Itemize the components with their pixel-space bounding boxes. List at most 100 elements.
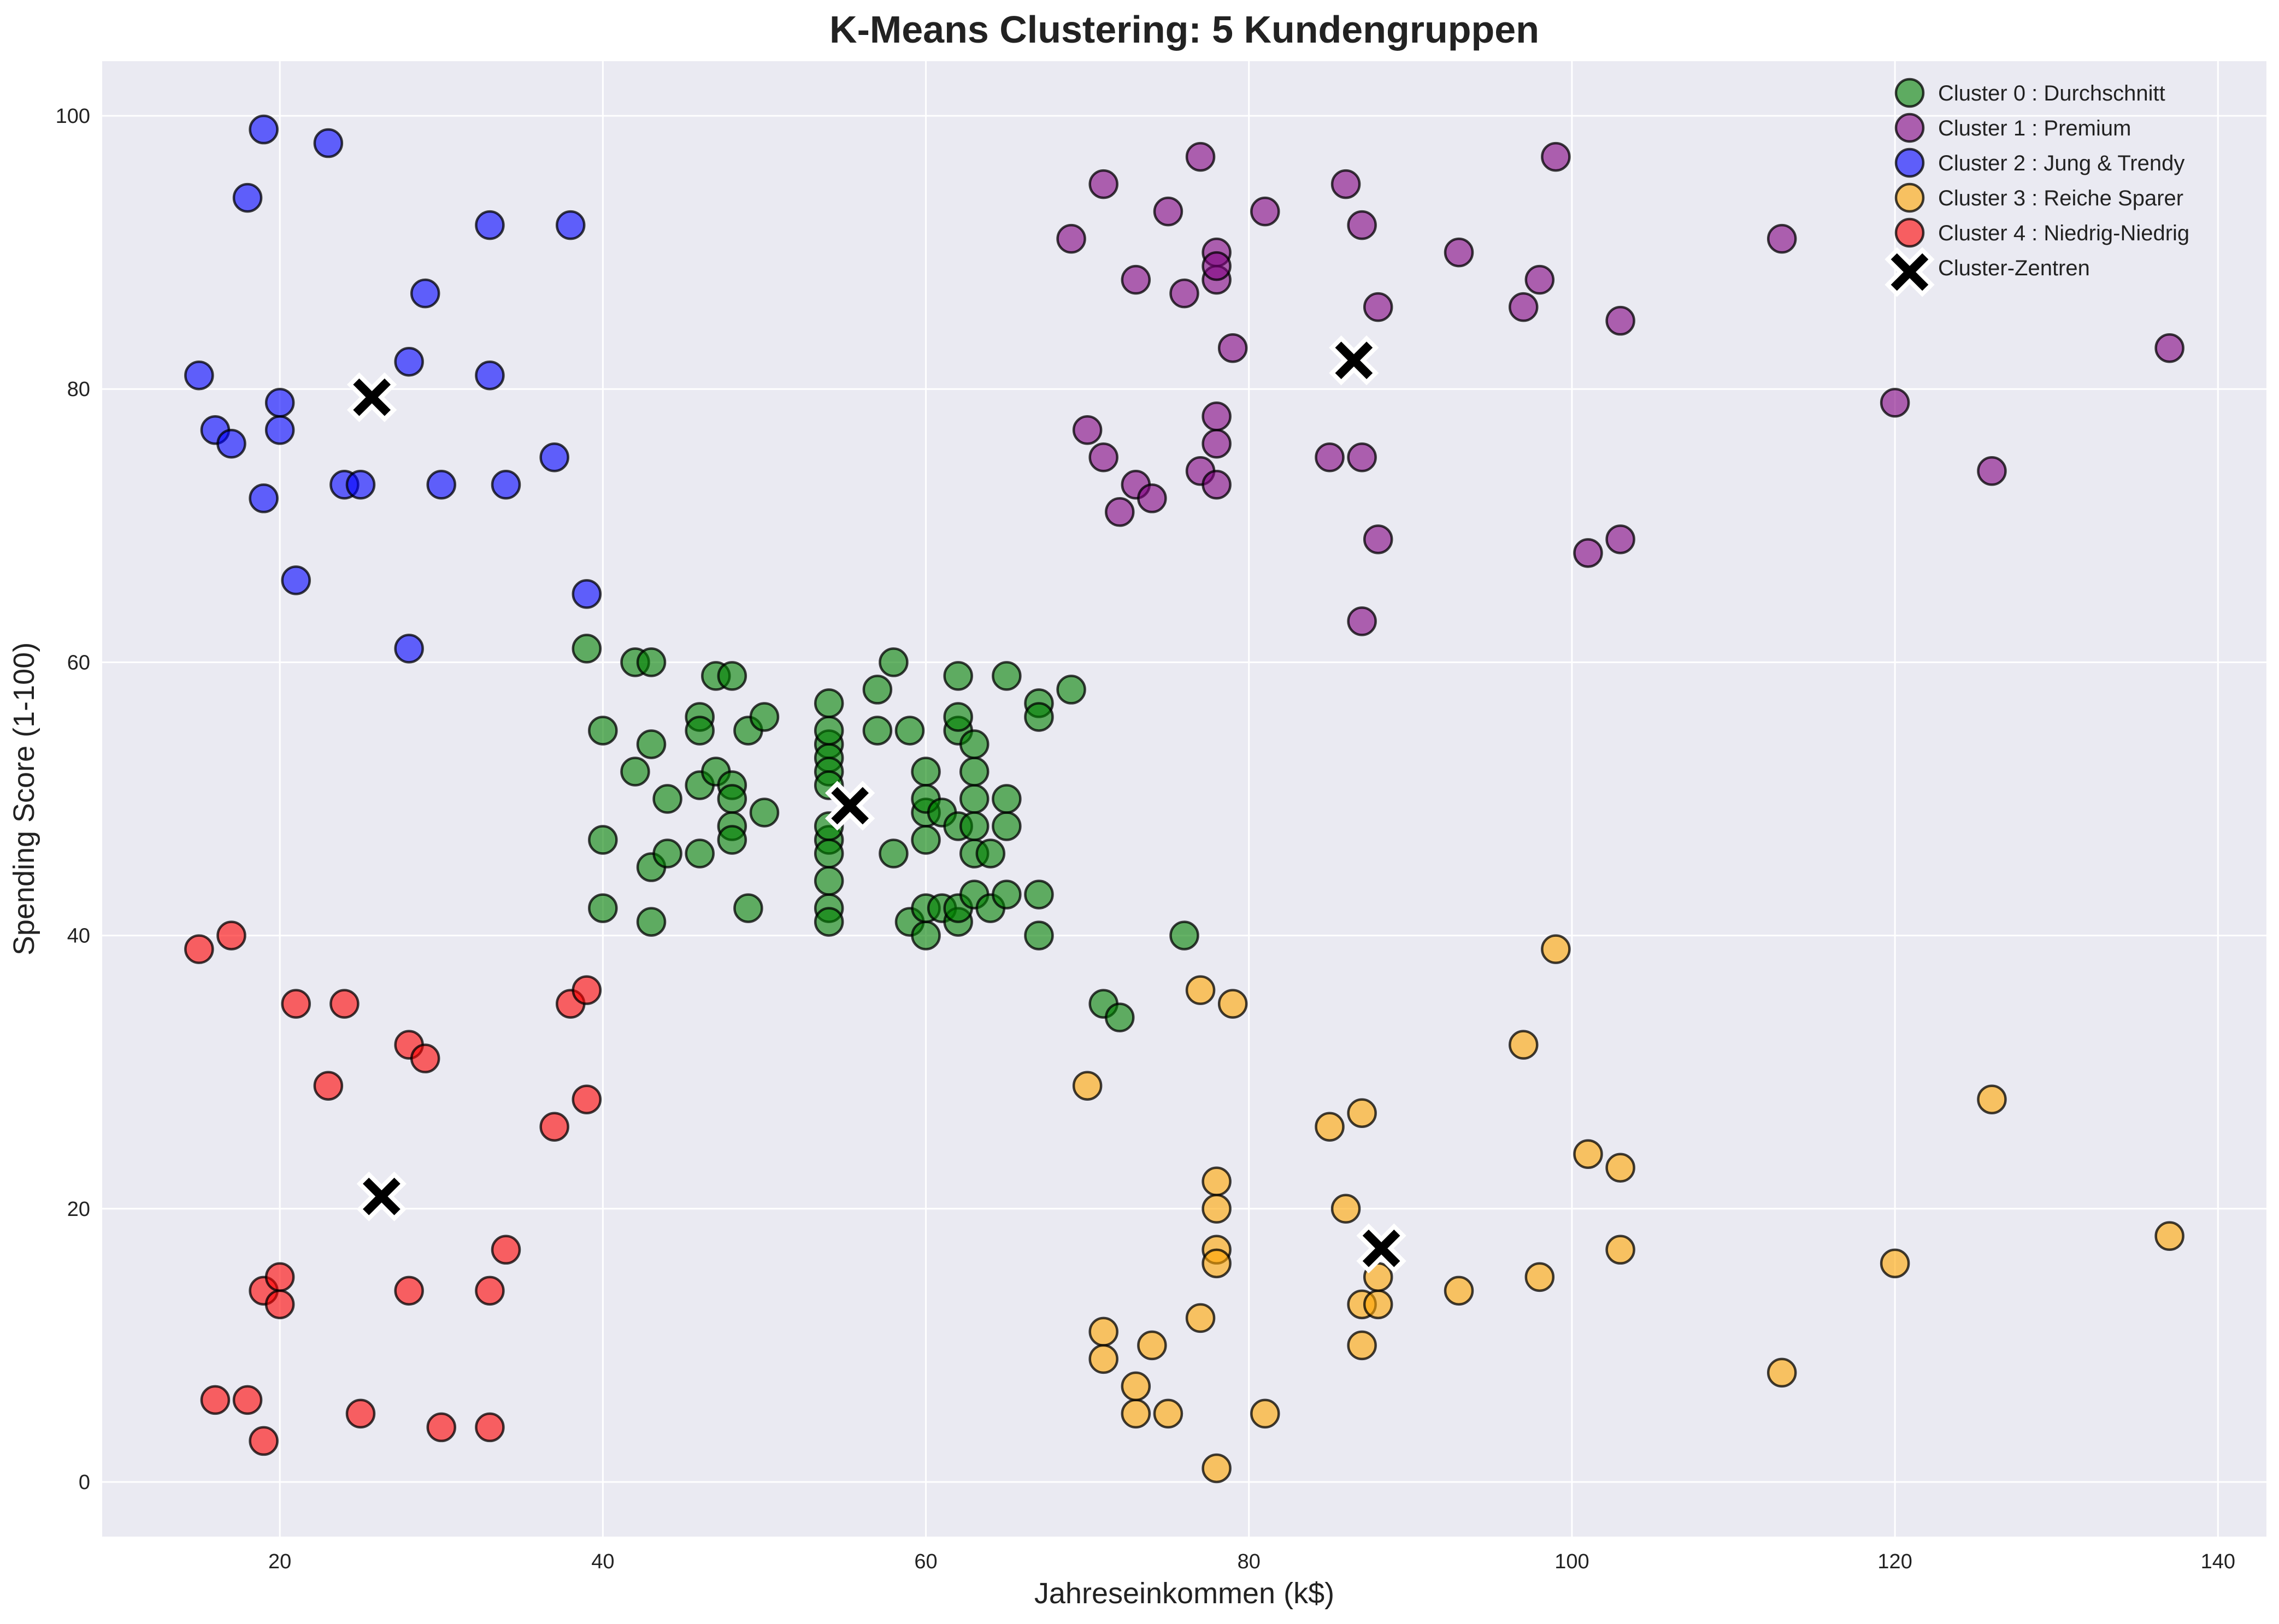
chart-title: K-Means Clustering: 5 Kundengruppen <box>829 8 1539 51</box>
cluster-4-point <box>572 1084 602 1114</box>
cluster-1-point <box>1347 606 1377 636</box>
cluster-1-point <box>1202 401 1232 432</box>
cluster-4-point <box>329 989 360 1019</box>
cluster-1-point <box>1137 483 1167 513</box>
cluster-0-point <box>943 661 973 691</box>
cluster-4-point <box>200 1385 231 1415</box>
cluster-2-point <box>184 360 214 391</box>
cluster-3-point <box>1541 934 1571 964</box>
legend-marker-cluster-0 <box>1894 78 1925 108</box>
cluster-0-point <box>717 661 747 691</box>
cluster-3-point <box>1573 1139 1603 1169</box>
cluster-0-point <box>1105 1002 1135 1032</box>
cluster-0-point <box>588 716 618 746</box>
cluster-2-point <box>249 114 279 145</box>
cluster-1-point <box>2154 333 2184 363</box>
legend-marker-cluster-1 <box>1894 113 1925 143</box>
y-axis-label: Spending Score (1-100) <box>8 642 40 955</box>
cluster-0-point <box>862 716 893 746</box>
cluster-0-point <box>652 838 682 869</box>
cluster-4-point <box>394 1275 424 1306</box>
cluster-3-point <box>1185 975 1216 1005</box>
cluster-1-point <box>1202 251 1232 281</box>
cluster-2-point <box>539 442 569 473</box>
x-tick-label: 40 <box>591 1550 614 1573</box>
centroid-marker <box>825 781 875 831</box>
y-tick-label: 40 <box>67 925 90 948</box>
cluster-0-point <box>1024 879 1054 910</box>
cluster-0-point <box>588 825 618 855</box>
cluster-1-point <box>1347 210 1377 240</box>
cluster-2-point <box>475 210 505 240</box>
cluster-2-point <box>281 565 311 595</box>
cluster-3-point <box>1153 1398 1183 1429</box>
cluster-0-point <box>814 866 844 896</box>
cluster-0-point <box>959 784 990 814</box>
legend-marker-cluster-2 <box>1894 147 1925 178</box>
legend-label: Cluster-Zentren <box>1938 256 2090 280</box>
cluster-0-point <box>1169 920 1199 950</box>
centroid-marker <box>1356 1223 1406 1273</box>
cluster-1-point <box>1250 196 1280 227</box>
cluster-0-point <box>733 893 763 923</box>
cluster-3-point <box>1088 1316 1118 1347</box>
cluster-4-point <box>264 1262 295 1292</box>
cluster-0-point <box>814 838 844 869</box>
cluster-3-point <box>1072 1071 1103 1101</box>
cluster-1-point <box>1766 223 1797 254</box>
x-tick-label: 120 <box>1877 1550 1912 1573</box>
legend-marker-cluster-4 <box>1894 217 1925 248</box>
data-points <box>184 114 2184 1484</box>
cluster-2-point <box>426 470 457 500</box>
cluster-3-point <box>2154 1221 2184 1251</box>
cluster-4-point <box>539 1112 569 1142</box>
centroid-marker <box>1329 335 1379 386</box>
y-tick-label: 100 <box>56 105 90 128</box>
cluster-1-point <box>1217 333 1248 363</box>
cluster-1-point <box>1185 141 1216 172</box>
cluster-3-point <box>1605 1235 1635 1265</box>
cluster-1-point <box>1153 196 1183 227</box>
cluster-1-point <box>1347 442 1377 473</box>
cluster-0-point <box>959 811 990 841</box>
cluster-4-point <box>475 1412 505 1443</box>
cluster-2-point <box>216 429 246 459</box>
cluster-0-point <box>749 798 780 828</box>
cluster-0-point <box>943 702 973 732</box>
cluster-0-point <box>814 907 844 937</box>
legend-marker-cluster-3 <box>1894 182 1925 213</box>
tick-labels: 20 40 60 80 100 120 140 0 20 40 60 80 100 <box>56 105 2235 1573</box>
cluster-0-point <box>879 838 909 869</box>
cluster-3-point <box>1202 1248 1232 1279</box>
centroid-markers <box>346 335 1406 1273</box>
cluster-4-point <box>313 1071 344 1101</box>
cluster-1-point <box>1977 456 2007 486</box>
cluster-2-point <box>264 387 295 418</box>
legend: Cluster 0 : Durchschnitt Cluster 1 : Prem… <box>1885 78 2189 297</box>
cluster-1-point <box>1541 141 1571 172</box>
cluster-0-point <box>636 907 667 937</box>
cluster-3-point <box>1088 1344 1118 1374</box>
cluster-3-point <box>1202 1166 1232 1197</box>
legend-label: Cluster 0 : Durchschnitt <box>1938 81 2165 105</box>
cluster-0-point <box>879 647 909 677</box>
cluster-1-point <box>1202 470 1232 500</box>
cluster-0-point <box>992 811 1022 841</box>
cluster-0-point <box>749 702 780 732</box>
cluster-3-point <box>1185 1303 1216 1333</box>
x-tick-label: 60 <box>914 1550 937 1573</box>
cluster-3-point <box>1217 989 1248 1019</box>
cluster-3-point <box>1509 1030 1539 1060</box>
cluster-1-point <box>1605 524 1635 554</box>
cluster-0-point <box>636 647 667 677</box>
centroid-marker <box>356 1171 407 1221</box>
cluster-1-point <box>1072 415 1103 445</box>
cluster-2-point <box>572 579 602 609</box>
cluster-0-point <box>685 716 715 746</box>
cluster-2-point <box>491 470 521 500</box>
cluster-0-point <box>685 838 715 869</box>
cluster-3-point <box>1766 1357 1797 1388</box>
cluster-2-point <box>475 360 505 391</box>
cluster-0-point <box>992 784 1022 814</box>
